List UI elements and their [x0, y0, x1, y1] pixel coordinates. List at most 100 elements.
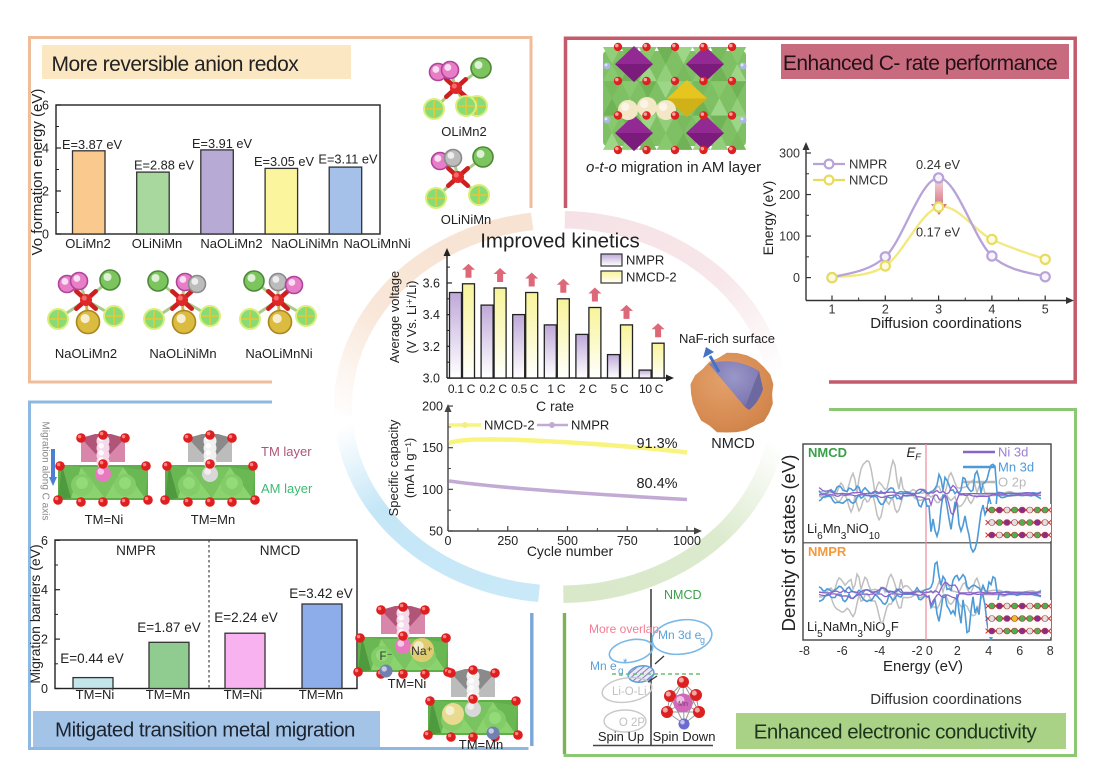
svg-text:Energy (eV): Energy (eV) [760, 181, 776, 256]
svg-text:2 C: 2 C [579, 382, 597, 396]
svg-text:6: 6 [1016, 644, 1023, 658]
svg-text:300: 300 [779, 147, 800, 161]
svg-text:TM=Ni: TM=Ni [76, 687, 115, 702]
svg-text:O 2P: O 2P [619, 717, 646, 729]
svg-text:AM layer: AM layer [261, 481, 313, 496]
svg-text:2: 2 [954, 644, 961, 658]
svg-text:Diffusion coordinations: Diffusion coordinations [870, 691, 1021, 708]
svg-text:Spin Down: Spin Down [653, 729, 716, 744]
svg-text:1: 1 [829, 303, 836, 317]
svg-text:NMCD: NMCD [260, 543, 301, 558]
svg-text:50: 50 [429, 525, 443, 539]
svg-text:0.24 eV: 0.24 eV [916, 157, 961, 172]
svg-text:*: * [623, 657, 628, 669]
svg-text:Li-O-Li: Li-O-Li [612, 686, 647, 698]
svg-text:10 C: 10 C [639, 382, 664, 396]
svg-text:o-t-o migration in AM layer: o-t-o migration in AM layer [586, 159, 761, 176]
svg-text:NMCD-2: NMCD-2 [484, 418, 535, 433]
svg-text:100: 100 [779, 230, 800, 244]
svg-text:NMCD: NMCD [808, 445, 847, 460]
svg-text:Migration barriers (eV): Migration barriers (eV) [27, 544, 43, 683]
svg-text:E=0.44 eV: E=0.44 eV [60, 651, 123, 666]
svg-text:TM=Mn: TM=Mn [459, 737, 503, 752]
svg-text:NMPR: NMPR [808, 544, 847, 559]
svg-text:91.3%: 91.3% [636, 436, 677, 452]
svg-text:1 C: 1 C [547, 382, 565, 396]
svg-text:200: 200 [779, 188, 800, 202]
svg-text:NMCD: NMCD [849, 173, 888, 188]
svg-text:OLiNiMn: OLiNiMn [132, 236, 183, 251]
svg-text:3.6: 3.6 [423, 276, 440, 290]
svg-text:NaF-rich surface: NaF-rich surface [679, 331, 775, 346]
svg-text:Specific capacity: Specific capacity [386, 419, 401, 516]
svg-text:OLiMn2: OLiMn2 [441, 124, 487, 139]
svg-text:TM=Ni: TM=Ni [224, 687, 263, 702]
svg-text:750: 750 [617, 534, 638, 548]
svg-text:Vo formation energy (eV): Vo formation energy (eV) [29, 89, 46, 256]
svg-text:3.0: 3.0 [423, 372, 440, 386]
svg-text:E=3.11 eV: E=3.11 eV [318, 152, 378, 167]
svg-text:-2: -2 [912, 644, 923, 658]
svg-text:E=3.87 eV: E=3.87 eV [62, 137, 123, 152]
svg-text:Density of states (eV): Density of states (eV) [778, 455, 799, 632]
svg-text:0.5 C: 0.5 C [511, 382, 539, 396]
svg-text:Improved kinetics: Improved kinetics [480, 230, 640, 253]
svg-text:F: F [915, 452, 922, 463]
svg-text:TM layer: TM layer [261, 444, 312, 459]
svg-text:150: 150 [422, 441, 443, 455]
svg-text:4: 4 [42, 142, 49, 156]
svg-text:TM=Mn: TM=Mn [299, 687, 343, 702]
svg-text:NMCD: NMCD [711, 436, 755, 452]
svg-text:TM=Mn: TM=Mn [146, 687, 190, 702]
svg-text:NMCD: NMCD [664, 588, 702, 602]
svg-text:0: 0 [793, 271, 800, 285]
svg-text:More reversible anion redox: More reversible anion redox [52, 53, 300, 76]
svg-text:0: 0 [445, 534, 452, 548]
svg-text:NaOLiMnNi: NaOLiMnNi [245, 346, 312, 361]
svg-text:E: E [906, 445, 916, 460]
svg-text:0.1 C: 0.1 C [448, 382, 476, 396]
svg-text:5: 5 [1042, 303, 1049, 317]
svg-text:NaOLiMn2: NaOLiMn2 [55, 346, 117, 361]
svg-text:E=1.87 eV: E=1.87 eV [137, 620, 200, 635]
svg-text:(V Vs. Li⁺/Li): (V Vs. Li⁺/Li) [404, 281, 419, 354]
svg-text:2: 2 [42, 185, 49, 199]
svg-text:Average voltage: Average voltage [387, 271, 402, 363]
svg-text:NMPR: NMPR [116, 543, 156, 558]
svg-text:6: 6 [41, 534, 48, 548]
svg-text:-6: -6 [837, 644, 848, 658]
svg-text:Diffusion coordinations: Diffusion coordinations [870, 315, 1021, 332]
svg-text:Enhanced C- rate performance: Enhanced C- rate performance [783, 52, 1057, 75]
svg-text:Mn: Mn [678, 701, 688, 708]
svg-text:TM=Mn: TM=Mn [191, 512, 235, 527]
svg-text:Mn 3d: Mn 3d [998, 460, 1034, 475]
svg-text:4: 4 [41, 583, 48, 597]
svg-text:Mn 3d e: Mn 3d e [658, 628, 702, 642]
svg-text:80.4%: 80.4% [636, 476, 677, 492]
svg-text:5 C: 5 C [611, 382, 629, 396]
svg-text:500: 500 [557, 534, 578, 548]
svg-text:-8: -8 [799, 644, 810, 658]
svg-text:100: 100 [422, 483, 443, 497]
svg-text:Ni 3d: Ni 3d [998, 445, 1028, 460]
svg-text:8: 8 [1047, 644, 1054, 658]
svg-text:4: 4 [988, 303, 995, 317]
svg-text:Cycle number: Cycle number [527, 543, 614, 559]
svg-text:E=3.42 eV: E=3.42 eV [289, 586, 352, 601]
svg-text:Mn e: Mn e [590, 659, 617, 673]
svg-text:OLiNiMn: OLiNiMn [441, 212, 492, 227]
svg-text:NaOLiMnNi: NaOLiMnNi [343, 236, 410, 251]
svg-text:TM=Ni: TM=Ni [85, 512, 124, 527]
svg-text:E=2.24 eV: E=2.24 eV [214, 610, 277, 625]
svg-text:TM=Ni: TM=Ni [388, 676, 427, 691]
svg-text:200: 200 [422, 400, 443, 414]
svg-text:0.2 C: 0.2 C [480, 382, 508, 396]
svg-text:NMPR: NMPR [849, 157, 887, 172]
svg-text:4: 4 [985, 644, 992, 658]
svg-text:g: g [618, 666, 624, 677]
svg-text:-4: -4 [874, 644, 885, 658]
svg-text:3: 3 [935, 303, 942, 317]
svg-text:E=2.88 eV: E=2.88 eV [134, 158, 195, 173]
svg-text:3.2: 3.2 [423, 340, 440, 354]
svg-text:NMPR: NMPR [626, 253, 664, 268]
